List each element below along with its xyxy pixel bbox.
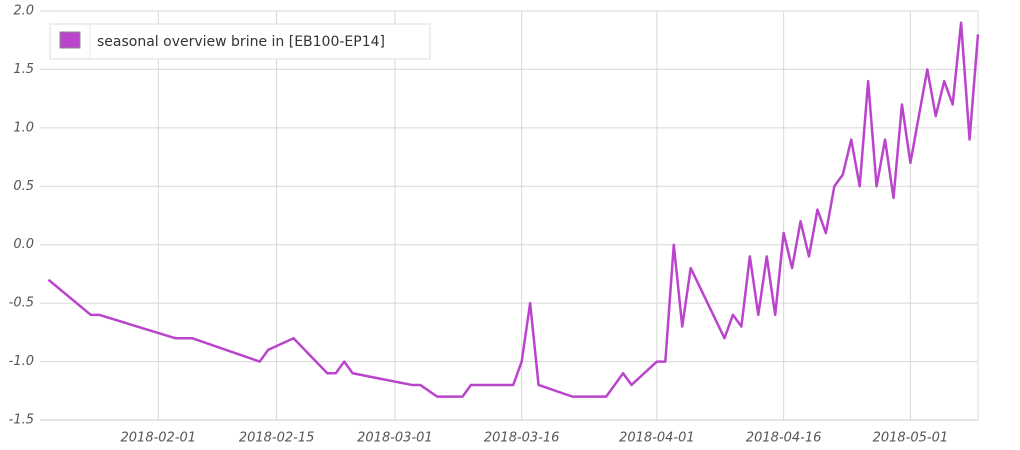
x-tick-label: 2018-04-01	[619, 431, 695, 446]
x-tick-label: 2018-02-15	[239, 431, 315, 446]
y-tick-label: -1.0	[9, 354, 34, 369]
x-tick-label: 2018-03-16	[484, 431, 560, 446]
legend-swatch	[59, 31, 81, 49]
y-tick-label: 1.5	[13, 62, 34, 77]
x-tick-label: 2018-05-01	[873, 431, 949, 446]
legend-label: seasonal overview brine in [EB100-EP14]	[97, 34, 385, 50]
y-tick-label: 2.0	[13, 4, 34, 19]
y-tick-label: -1.5	[9, 413, 34, 428]
y-tick-label: -0.5	[9, 296, 34, 311]
x-tick-label: 2018-02-01	[121, 431, 197, 446]
legend-box	[49, 23, 431, 60]
x-tick-label: 2018-04-16	[746, 431, 822, 446]
data-line	[47, 21, 980, 398]
y-tick-label: 0.5	[13, 179, 34, 194]
y-tick-label: 0.0	[13, 237, 34, 252]
x-tick-label: 2018-03-01	[357, 431, 433, 446]
legend: seasonal overview brine in [EB100-EP14]	[49, 23, 431, 60]
y-tick-label: 1.0	[13, 120, 34, 135]
